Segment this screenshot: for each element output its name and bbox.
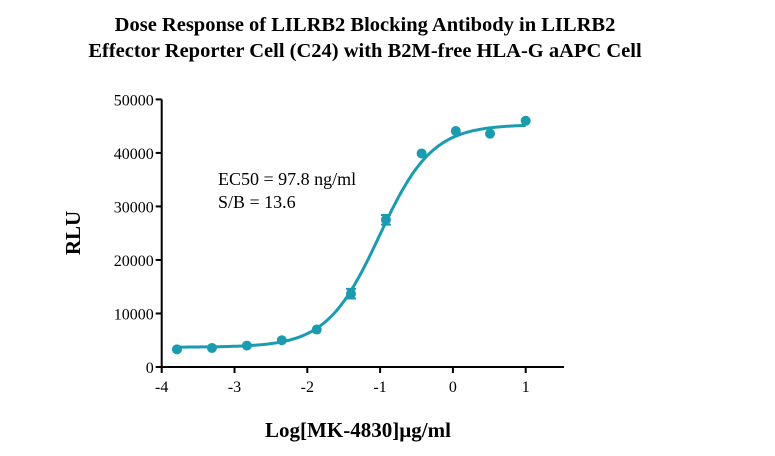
x-tick-label: -3 xyxy=(228,379,241,396)
axes: -4 -3 -2 -1 0 1 0 10000 20000 30000 40000 50000 xyxy=(114,92,565,396)
data-point xyxy=(520,115,531,126)
x-tick-label: -2 xyxy=(301,379,314,396)
fit-curve xyxy=(176,123,526,349)
x-axis-label: Log[MK-4830]µg/ml xyxy=(265,418,451,442)
y-tick-label: 50000 xyxy=(114,92,154,109)
data-marks xyxy=(171,115,531,355)
y-axis-label: RLU xyxy=(61,211,85,255)
data-point xyxy=(485,128,496,139)
data-point xyxy=(345,288,356,299)
annotation-sb: S/B = 13.6 xyxy=(218,192,296,212)
x-tick-label: -4 xyxy=(155,379,168,396)
chart-title-line-1: Dose Response of LILRB2 Blocking Antibod… xyxy=(114,14,616,36)
data-point xyxy=(450,125,461,136)
y-tick-label: 10000 xyxy=(114,306,154,323)
x-tick-label: 0 xyxy=(449,379,457,396)
chart-title: Dose Response of LILRB2 Blocking Antibod… xyxy=(0,12,730,64)
data-point xyxy=(276,335,287,346)
annotation-ec50: EC50 = 97.8 ng/ml xyxy=(218,169,356,189)
data-point xyxy=(311,324,322,335)
y-tick-label: 40000 xyxy=(114,146,154,163)
y-tick-label: 20000 xyxy=(114,253,154,270)
data-point xyxy=(380,214,391,225)
y-tick-label: 0 xyxy=(146,360,154,377)
data-point xyxy=(241,340,252,351)
y-tick-label: 30000 xyxy=(114,199,154,216)
chart-title-line-2: Effector Reporter Cell (C24) with B2M-fr… xyxy=(88,40,642,62)
data-point xyxy=(416,148,427,159)
data-point xyxy=(171,344,182,355)
x-tick-label: 1 xyxy=(522,379,530,396)
x-tick-label: -1 xyxy=(373,379,386,396)
data-point xyxy=(206,342,217,353)
